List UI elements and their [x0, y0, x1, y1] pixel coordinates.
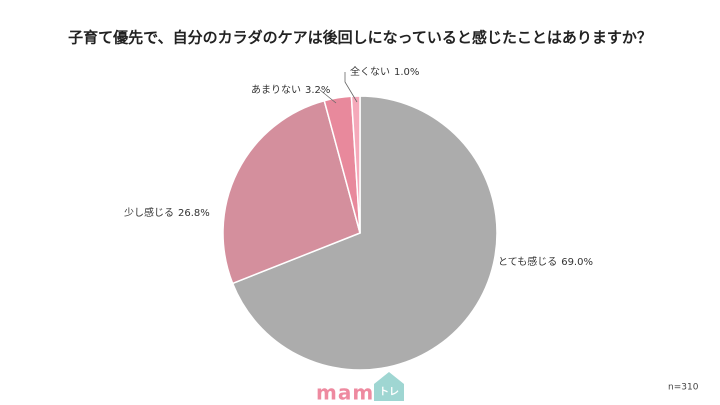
leader-line	[344, 72, 358, 103]
pie-slice	[231, 95, 498, 371]
slice-label: とても感じる 69.0%	[498, 255, 593, 268]
slice-value-label: 3.2%	[305, 85, 330, 96]
slice-category: 少し感じる	[124, 206, 174, 219]
sample-size-note: n=310	[668, 383, 699, 393]
slice-category: あまりない	[251, 84, 301, 96]
pie-slice	[222, 99, 361, 285]
slice-value-label: 26.8%	[178, 208, 210, 219]
slice-value-label: 69.0%	[561, 257, 593, 268]
leader-line	[319, 89, 337, 104]
slice-label: 全くない 1.0%	[350, 65, 419, 78]
logo-badge: トレ	[379, 386, 399, 398]
slice-label: 少し感じる 26.8%	[124, 206, 210, 219]
slice-label: あまりない 3.2%	[251, 84, 330, 96]
slice-category: 全くない	[350, 65, 390, 78]
slice-value-label: 1.0%	[394, 67, 419, 78]
slice-category: とても感じる	[498, 255, 557, 268]
chart-title: 子育て優先で、自分のカラダのケアは後回しになっていると感じたことはありますか？	[68, 29, 652, 47]
logo-house	[374, 372, 404, 401]
pie-slice	[350, 95, 361, 234]
